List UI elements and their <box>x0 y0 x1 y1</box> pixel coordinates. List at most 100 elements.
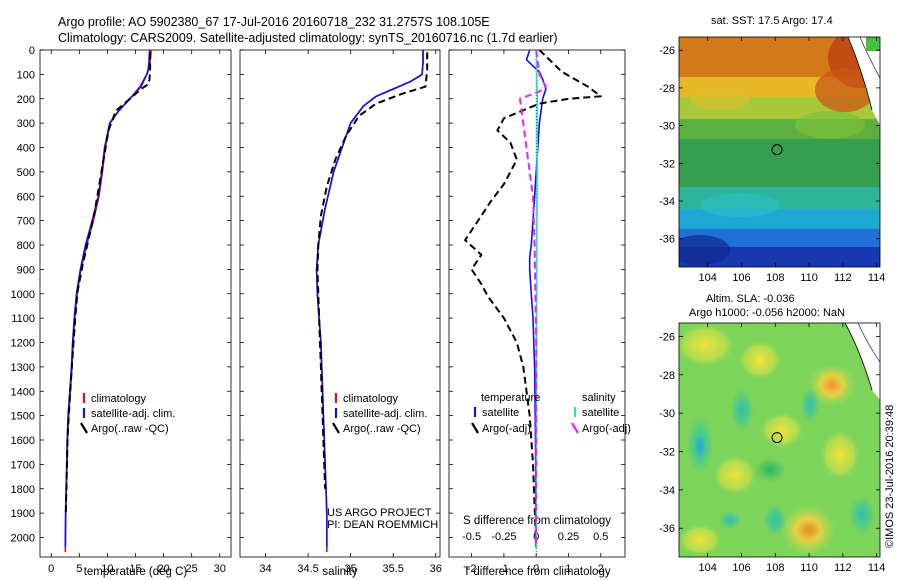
series-climatology <box>64 50 152 553</box>
sla-patch <box>820 430 860 480</box>
y-tick-label: 1900 <box>11 508 35 520</box>
legend-swatch <box>571 422 579 434</box>
x-tick-label: 112 <box>834 562 852 574</box>
series-argo-raw-qc- <box>316 52 429 489</box>
y-tick-label: 300 <box>17 118 35 130</box>
sst-patch <box>690 90 750 110</box>
coastline <box>847 37 873 111</box>
y-tick-label: 1400 <box>11 386 35 398</box>
legend-label: satellite <box>582 407 619 419</box>
y-tick-label: 2000 <box>11 533 35 545</box>
argo-location-marker <box>771 144 783 156</box>
x-tick-label: 104 <box>699 272 717 284</box>
x-tick-label: 114 <box>868 562 886 574</box>
legend-label: satellite-adj. clim. <box>91 408 175 420</box>
x-tick-label: 108 <box>766 272 784 284</box>
y-tick-label: -36 <box>659 234 675 246</box>
sst-field-band <box>679 229 880 247</box>
sla-map-title: Altim. SLA: -0.036 <box>706 293 795 305</box>
legend-swatch <box>332 422 340 434</box>
coastline <box>857 323 880 363</box>
sla-patch <box>694 435 706 459</box>
difference-panel: -2 -1 0 1 2T difference from climatology -0.5… <box>448 49 631 578</box>
sst-map-frame <box>678 36 881 268</box>
legend-label: satellite <box>482 407 519 419</box>
sst-map-axes: 104 106 108 110 112 114 -26 -28 -30 -32 -34 -36 <box>659 37 885 284</box>
sla-patch <box>808 363 856 407</box>
sla-patch <box>730 388 754 432</box>
sst-patch <box>700 193 780 217</box>
y-tick-label: 1000 <box>11 289 35 301</box>
legend-title-temperature: temperature <box>481 392 540 404</box>
sla-patch <box>738 340 782 380</box>
x-tick-label: 0 <box>48 563 54 575</box>
x-tick-label: 108 <box>766 562 784 574</box>
temperature-axes-frame <box>39 49 232 558</box>
salinity-axes-frame <box>239 49 441 558</box>
x-tick-label: 110 <box>800 562 818 574</box>
sla-patch <box>718 510 742 530</box>
series-satellite-adj-clim- <box>315 50 424 548</box>
x-tick-label: 36 <box>430 563 442 575</box>
x-tick-label: -2 <box>467 563 477 575</box>
title-line-2: Climatology: CARS2009. Satellite-adjuste… <box>58 31 558 45</box>
series-climatology <box>315 50 424 553</box>
y-tick-label: 1500 <box>11 411 35 423</box>
title-line-1: Argo profile: AO 5902380_67 17-Jul-2016 … <box>58 15 490 29</box>
legend-swatch <box>471 422 479 434</box>
y-tick-label: 200 <box>17 94 35 106</box>
legend-label: Argo(-adj) <box>582 423 631 435</box>
temperature-panel: 0 5 10 15 20 25 30 temperature (deg C) 0 100 200 30… <box>11 45 232 578</box>
difference-series-group <box>464 50 602 548</box>
legend-label: Argo(..raw -QC) <box>343 423 421 435</box>
y-tick-label: 900 <box>17 264 35 276</box>
y-tick-label: -30 <box>659 121 675 133</box>
legend-title-salinity: salinity <box>582 392 616 404</box>
x-tick-label: 20 <box>157 563 169 575</box>
sla-patch <box>713 455 757 495</box>
y-tick-label: -34 <box>659 196 675 208</box>
series-salinity-argo-adj- <box>519 50 547 548</box>
y-tick-label: -28 <box>659 83 675 95</box>
sst-map: sat. SST: 17.5 Argo: 17.4 104 106 108 110 11 <box>659 15 885 284</box>
sla-patch <box>800 387 820 423</box>
x-tick-label: 106 <box>732 562 750 574</box>
salinity-series-group <box>315 50 429 553</box>
x-tick-label: 5 <box>76 563 82 575</box>
legend-label: Argo(..raw -QC) <box>91 423 169 435</box>
sla-patch <box>801 522 819 538</box>
temperature-series-group <box>64 50 152 553</box>
project-annotation: PI: DEAN ROEMMICH <box>327 519 438 531</box>
series-argo-raw-qc- <box>64 52 152 514</box>
sla-patch <box>679 323 735 367</box>
y-tick-label: 700 <box>17 216 35 228</box>
y-tick-label: 1800 <box>11 484 35 496</box>
legend-label: climatology <box>91 393 147 405</box>
y-tick-label: 1600 <box>11 435 35 447</box>
y-tick-label: 1300 <box>11 362 35 374</box>
project-annotation: US ARGO PROJECT <box>327 507 432 519</box>
x2-tick-label: 0.25 <box>558 531 579 543</box>
sla-patch <box>763 504 787 536</box>
y-tick-label: 100 <box>17 69 35 81</box>
y-tick-label: -32 <box>659 158 675 170</box>
y-tick-label: 1700 <box>11 459 35 471</box>
x-tick-label: 0 <box>533 563 539 575</box>
x-tick-label: 30 <box>214 563 226 575</box>
coastline <box>859 37 880 79</box>
x-tick-label: 2 <box>598 563 604 575</box>
legend-label: Argo(-adj) <box>482 423 531 435</box>
series-temperature-argo-adj- <box>464 50 602 548</box>
x-tick-label: 25 <box>186 563 198 575</box>
x-tick-label: 34.5 <box>297 563 318 575</box>
sst-map-title: sat. SST: 17.5 Argo: 17.4 <box>711 15 833 27</box>
x-tick-label: 110 <box>800 272 818 284</box>
land-patch <box>866 37 880 51</box>
x-tick-label: 1 <box>565 563 571 575</box>
sla-map-frame <box>678 322 881 558</box>
y-tick-label: -30 <box>659 408 675 420</box>
y-tick-label: 400 <box>17 143 35 155</box>
sla-patch <box>754 458 786 482</box>
y-tick-label: -26 <box>659 45 675 57</box>
